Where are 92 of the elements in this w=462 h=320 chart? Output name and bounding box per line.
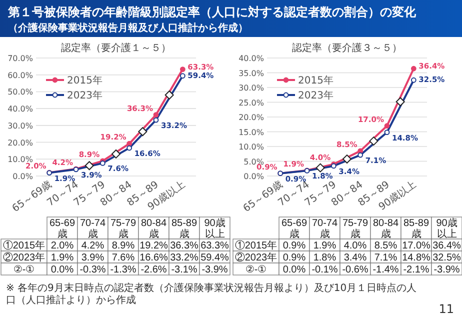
y-tick-label: 0.0%	[12, 172, 34, 181]
point	[126, 140, 132, 146]
legend-label: 2023年	[298, 90, 334, 102]
y-tick-label: 10.0%	[8, 155, 34, 164]
y-tick-label: 30.0%	[238, 84, 264, 92]
chart-title: 認定率（要介護３～５）	[292, 42, 402, 54]
text: 70-74歳	[80, 218, 106, 240]
text: 11	[438, 302, 454, 316]
text: 4.0%	[344, 240, 367, 252]
text: 0.9%	[282, 252, 306, 264]
text: 14.8%	[402, 252, 430, 264]
legend-label: 2023年	[67, 90, 102, 102]
text: -0.1%	[312, 264, 338, 276]
text: 7.1%	[374, 252, 398, 264]
point	[180, 66, 186, 72]
text: 0.0%	[50, 264, 74, 276]
y-tick-label: 5.0%	[244, 157, 264, 166]
text: -3.9%	[434, 264, 460, 276]
text: 63.3%	[200, 240, 229, 252]
text: 1.9%	[313, 240, 336, 252]
text: ※ 各年の9月末日時点の認定者数（介護保険事業状況報告月報より）及び10月１日時点の人口（人口推計より）から作成	[6, 283, 418, 307]
y-tick-label: 60.0%	[8, 70, 34, 80]
text: 32.5%	[432, 252, 461, 264]
y-tick-label: 10.0%	[238, 142, 264, 152]
text: 1.9%	[50, 252, 74, 264]
text: （介護保険事業状況報告月報及び人口推計から作成）	[8, 22, 248, 34]
y-tick-label: 50.0%	[8, 88, 34, 97]
point	[384, 130, 390, 136]
point	[410, 66, 416, 72]
text: 75-79歳	[110, 218, 136, 240]
text: -1.4%	[372, 264, 399, 276]
y-tick-label: 40.0%	[238, 54, 264, 63]
text: 33.2%	[170, 252, 198, 264]
text: ①2015年	[234, 240, 278, 252]
text: 8.5%	[374, 240, 398, 252]
text: 3.4%	[344, 252, 367, 264]
y-tick-label: 30.0%	[8, 121, 34, 130]
text: 65-69歳	[49, 218, 76, 240]
text: 36.4%	[432, 240, 461, 252]
y-tick-label: 0.0%	[244, 172, 264, 181]
text: 59.4%	[200, 252, 229, 264]
point	[358, 152, 364, 158]
text: -3.9%	[202, 264, 228, 276]
text: 36.3%	[170, 240, 198, 252]
text: 7.6%	[112, 252, 135, 264]
text: ②-①	[245, 264, 267, 276]
y-tick-label: 25.0%	[238, 98, 264, 108]
text: 75-79歳	[342, 218, 368, 240]
text: 1.8%	[313, 252, 336, 264]
text: 70-74歳	[312, 218, 338, 240]
text: -2.1%	[403, 264, 430, 276]
legend-label: 2015年	[298, 74, 334, 86]
y-tick-label: 35.0%	[238, 68, 264, 78]
chart-title: 認定率（要介護１～５）	[61, 42, 171, 54]
text: 19.2%	[140, 240, 168, 252]
y-tick-label: 40.0%	[8, 104, 34, 114]
text: -0.6%	[342, 264, 368, 276]
text: 4.2%	[81, 240, 104, 252]
text: ②2023年	[234, 252, 278, 264]
text: -1.3%	[110, 264, 136, 276]
text: 80-84歳	[372, 218, 399, 240]
text: 17.0%	[402, 240, 430, 252]
text: 0.9%	[282, 240, 306, 252]
y-tick-label: 20.0%	[8, 138, 34, 148]
text: 0.0%	[282, 264, 306, 276]
text: ②-①	[13, 264, 35, 276]
y-tick-label: 20.0%	[238, 113, 264, 122]
point	[410, 77, 416, 83]
text: 8.9%	[112, 240, 135, 252]
text: 90歳以上	[204, 217, 226, 240]
text: 65-69歳	[281, 218, 308, 240]
text: ②2023年	[2, 252, 46, 264]
point	[126, 145, 132, 151]
point	[180, 73, 186, 79]
text: -2.6%	[140, 264, 167, 276]
point	[153, 112, 159, 118]
y-tick-label: 70.0%	[8, 54, 34, 63]
text: ①2015年	[2, 240, 46, 252]
point	[384, 123, 390, 129]
y-tick-label: 15.0%	[238, 128, 264, 137]
text: 16.6%	[140, 252, 168, 264]
text: 2.0%	[50, 240, 74, 252]
text: -0.3%	[80, 264, 106, 276]
text: 85-89歳	[403, 218, 430, 240]
text: 85-89歳	[171, 218, 198, 240]
point	[153, 117, 159, 123]
text: 80-84歳	[140, 218, 167, 240]
text: 3.9%	[81, 252, 104, 264]
text: -3.1%	[171, 264, 198, 276]
text: 90歳以上	[436, 217, 458, 240]
text: 第１号被保険者の年齢階級別認定率（人口に対する認定者数の割合）の変化	[7, 5, 417, 19]
legend-label: 2015年	[67, 74, 102, 86]
